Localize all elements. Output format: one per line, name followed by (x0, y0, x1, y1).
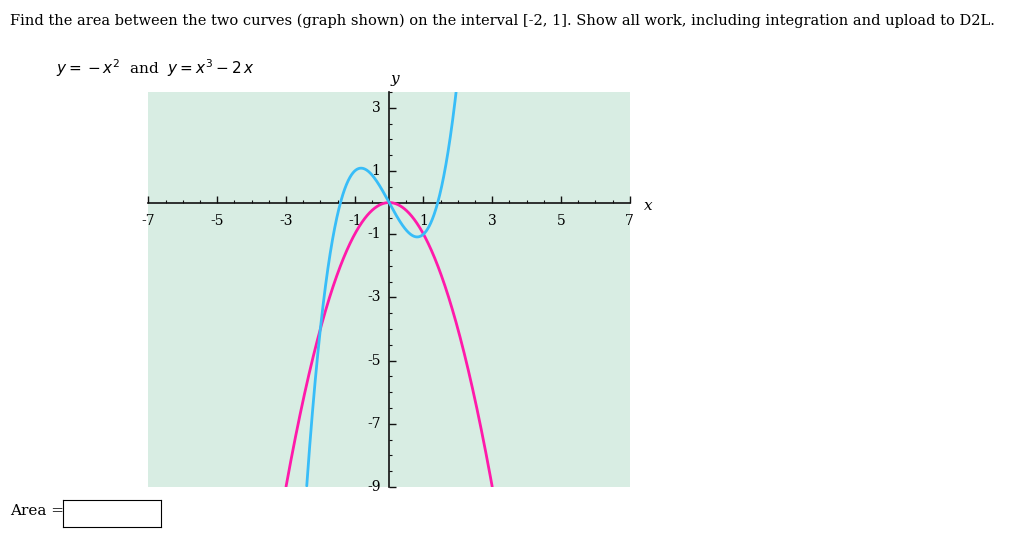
Text: -1: -1 (367, 227, 381, 241)
Text: 5: 5 (557, 214, 565, 228)
Text: -5: -5 (367, 353, 381, 367)
Text: -7: -7 (141, 214, 156, 228)
Text: 1: 1 (372, 164, 381, 178)
Text: Find the area between the two curves (graph shown) on the interval [-2, 1]. Show: Find the area between the two curves (gr… (10, 14, 995, 28)
Text: Area =: Area = (10, 504, 65, 518)
Text: -9: -9 (367, 480, 381, 494)
Text: -5: -5 (211, 214, 224, 228)
Text: 1: 1 (419, 214, 428, 228)
Text: -3: -3 (367, 291, 381, 305)
Text: 3: 3 (372, 101, 381, 115)
Text: 7: 7 (626, 214, 634, 228)
Text: x: x (643, 199, 652, 213)
Text: -3: -3 (280, 214, 293, 228)
Text: $y = -x^2$  and  $y = x^3 - 2\,x$: $y = -x^2$ and $y = x^3 - 2\,x$ (56, 57, 255, 78)
Text: 3: 3 (487, 214, 497, 228)
Text: -7: -7 (367, 417, 381, 431)
Text: y: y (391, 71, 399, 85)
Text: -1: -1 (348, 214, 361, 228)
